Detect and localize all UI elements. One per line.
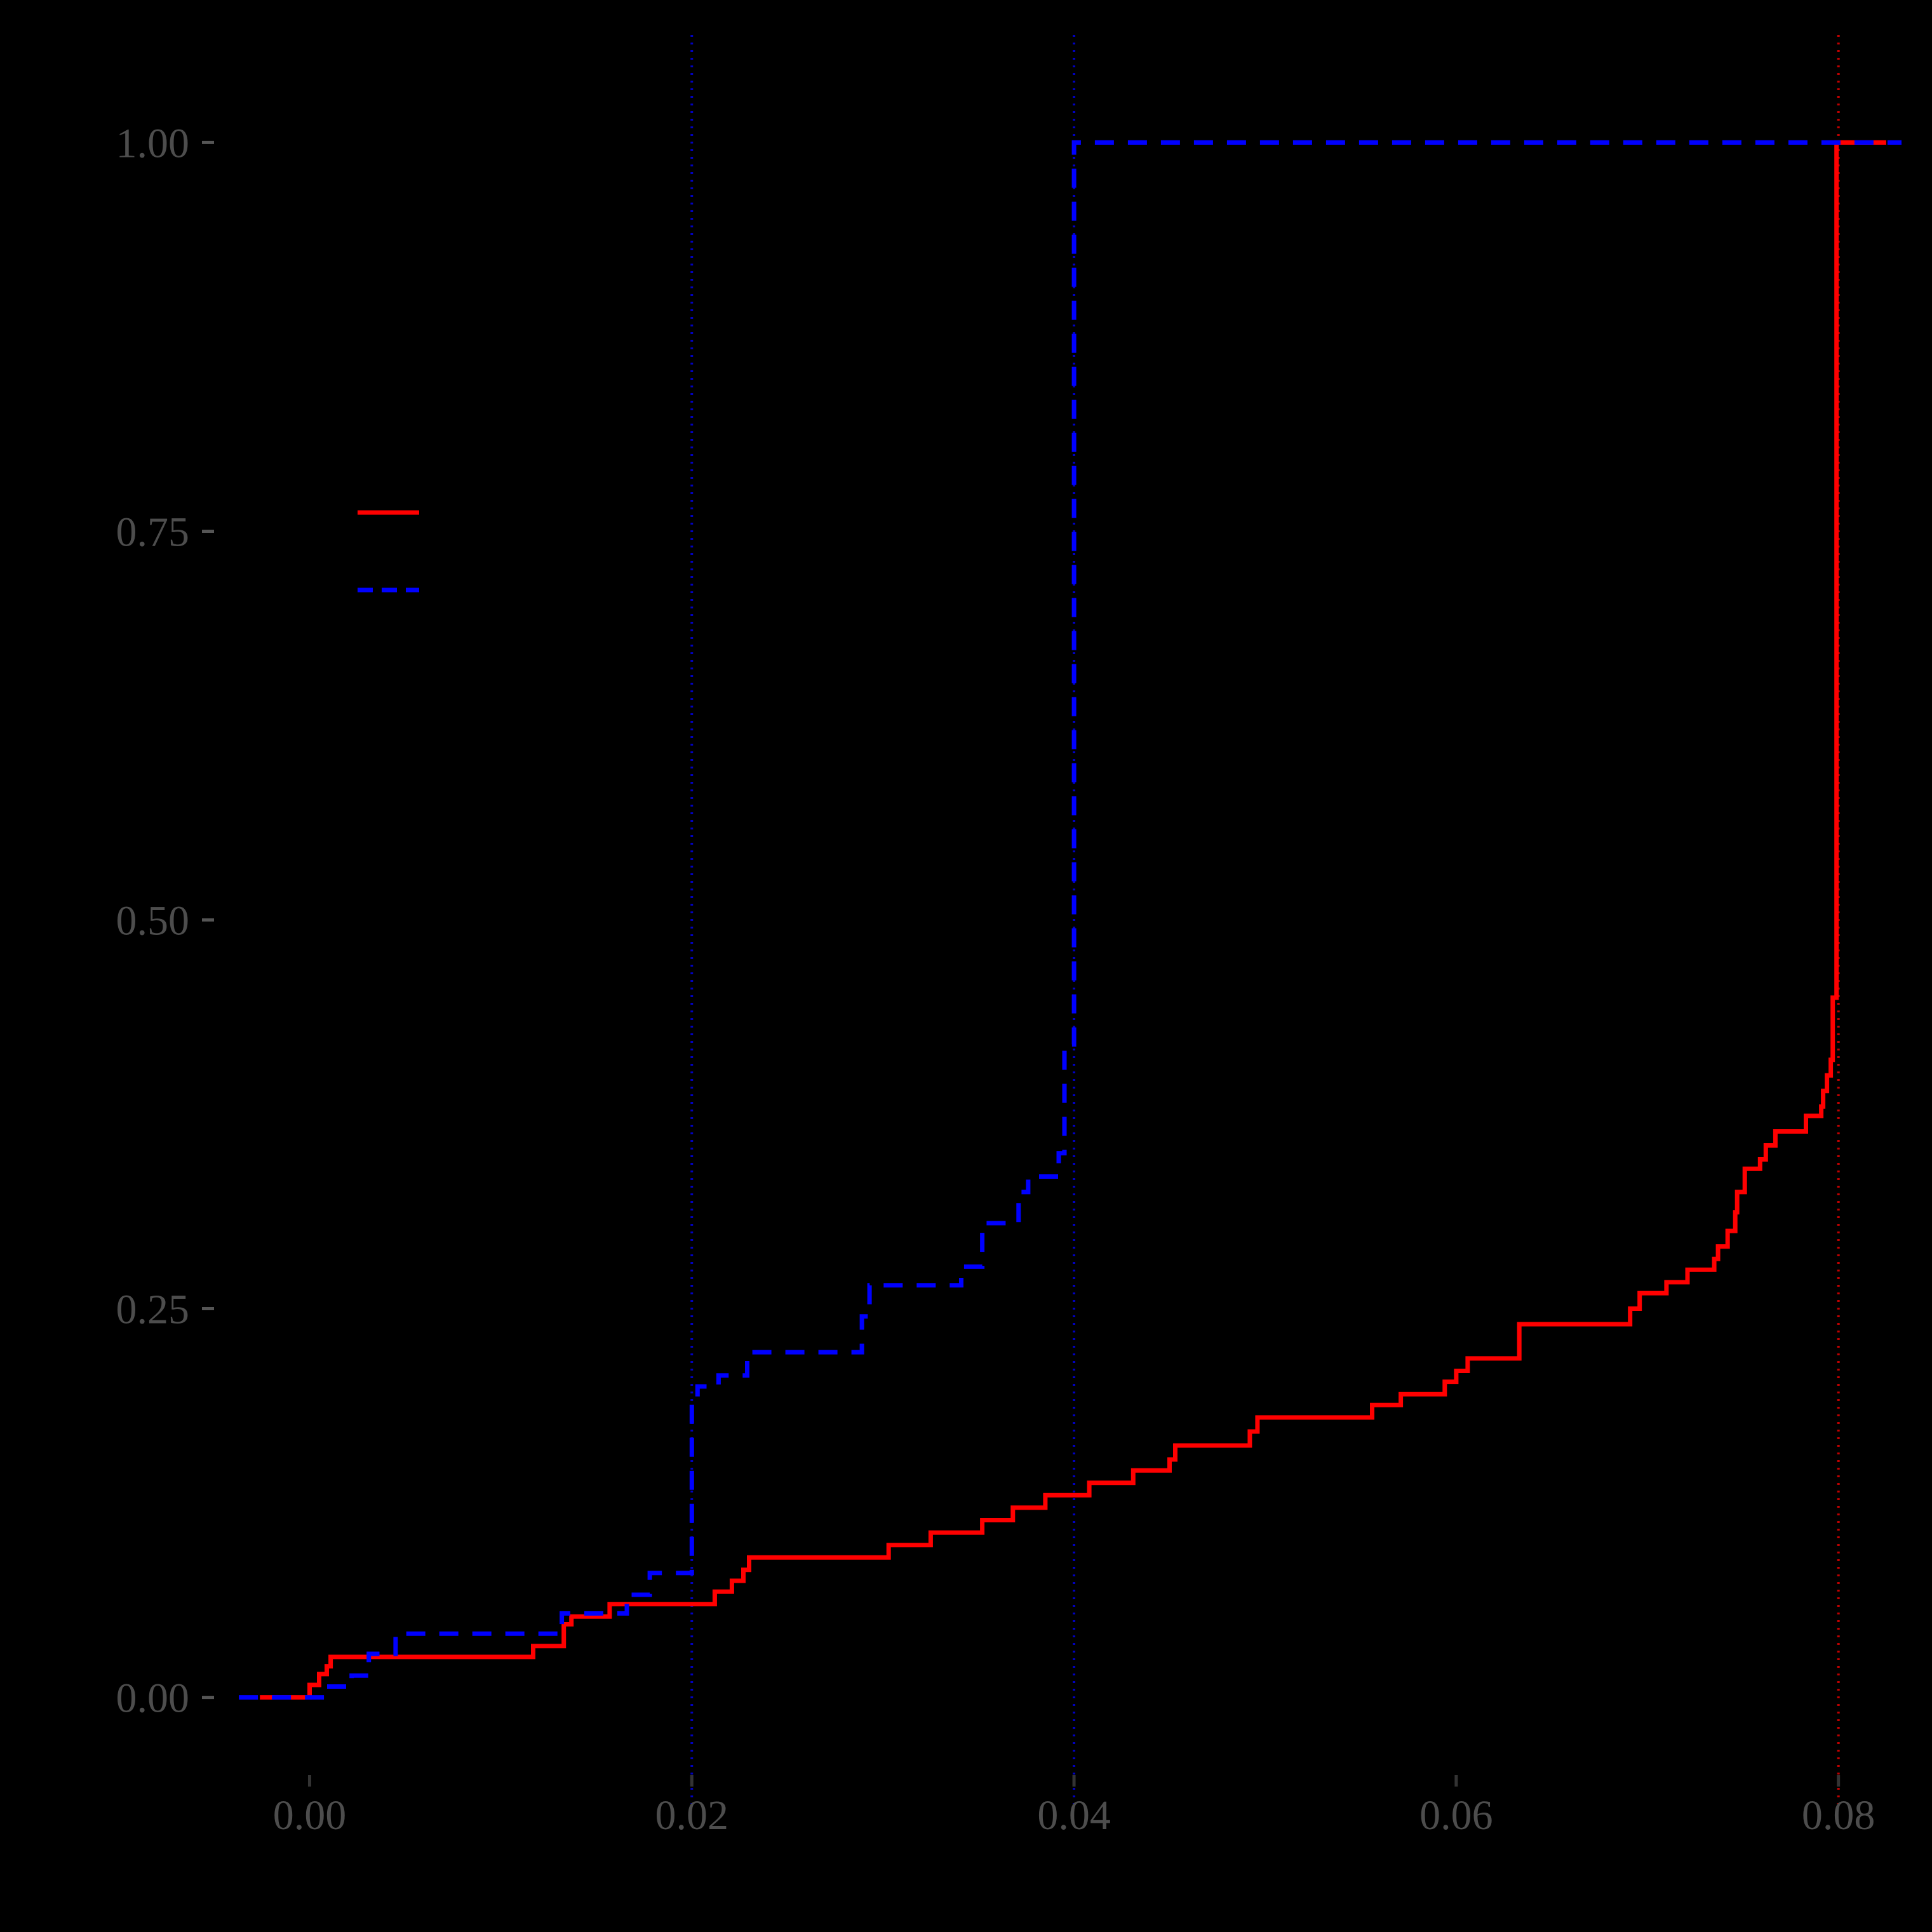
series-line-0	[260, 140, 1886, 1700]
y-tick-label: 0.00	[116, 1675, 190, 1722]
x-tick-label: 0.00	[273, 1792, 347, 1839]
legend	[358, 510, 419, 593]
y-tick-label: 0.50	[116, 898, 190, 944]
series-layer	[239, 140, 1902, 1700]
x-axis: 0.00 0.02 0.04 0.06 0.08	[273, 1775, 1875, 1839]
y-tick-label: 0.25	[116, 1287, 190, 1333]
x-tick-label: 0.08	[1802, 1792, 1875, 1839]
y-axis: 0.00 0.25 0.50 0.75 1.00	[116, 120, 214, 1722]
y-tick-label: 1.00	[116, 120, 190, 166]
x-tick-label: 0.04	[1037, 1792, 1111, 1839]
x-tick-label: 0.06	[1419, 1792, 1493, 1839]
y-tick-label: 0.75	[116, 509, 190, 555]
x-tick-label: 0.02	[655, 1792, 729, 1839]
